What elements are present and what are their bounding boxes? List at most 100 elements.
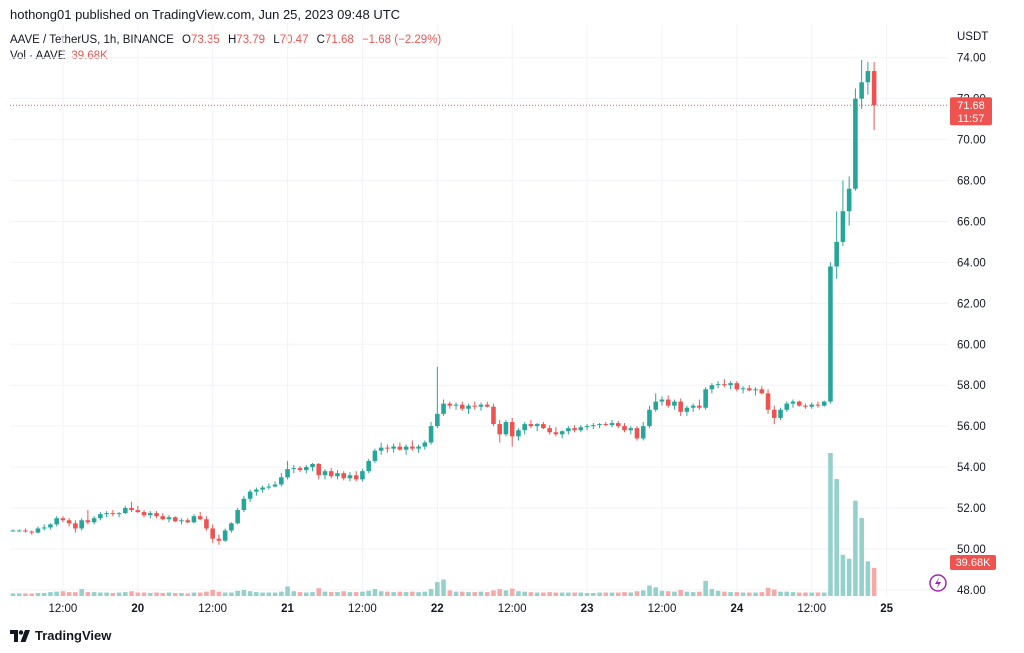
price-tick-label: 58.00 bbox=[957, 380, 986, 392]
volume-bar bbox=[16, 593, 22, 596]
volume-bar bbox=[123, 592, 128, 596]
volume-bar bbox=[254, 592, 259, 596]
volume-bar bbox=[335, 592, 340, 596]
volume-bar bbox=[191, 592, 197, 596]
low-value: 70.47 bbox=[279, 34, 309, 46]
volume-bar bbox=[690, 592, 696, 596]
volume-bars bbox=[10, 453, 877, 596]
volume-bar bbox=[591, 592, 596, 596]
price-tick-label: 54.00 bbox=[957, 462, 986, 474]
symbol-label[interactable]: AAVE / TetherUS, 1h, BINANCE bbox=[10, 34, 174, 46]
volume-bar bbox=[553, 592, 559, 596]
candle-body bbox=[266, 486, 272, 488]
volume-tag bbox=[950, 555, 996, 570]
volume-bar bbox=[834, 479, 839, 596]
candle-body bbox=[360, 471, 365, 480]
volume-bar bbox=[341, 591, 347, 596]
volume-bar bbox=[310, 592, 315, 596]
candle-body bbox=[60, 518, 66, 521]
volume-bar bbox=[659, 590, 665, 596]
candle-body bbox=[865, 71, 871, 83]
time-tick-label: 12:00 bbox=[648, 603, 677, 615]
candle-body bbox=[222, 530, 228, 541]
high-key: H bbox=[227, 34, 237, 46]
volume-bar bbox=[803, 592, 808, 596]
price-tick-label: 62.00 bbox=[957, 298, 986, 310]
price-tick-label: 68.00 bbox=[957, 176, 986, 188]
volume-bar bbox=[378, 591, 384, 596]
candle-body bbox=[584, 426, 590, 428]
volume-bar bbox=[459, 591, 465, 596]
volume-bar bbox=[372, 589, 378, 596]
candle-body bbox=[54, 518, 59, 525]
volume-bar bbox=[484, 592, 490, 596]
candle-body bbox=[135, 510, 141, 513]
volume-bar bbox=[285, 586, 290, 596]
volume-bar bbox=[784, 591, 790, 596]
volume-bar bbox=[247, 591, 253, 596]
candle-body bbox=[609, 423, 615, 426]
lightning-bolt-glyph bbox=[935, 577, 941, 589]
price-tick-label: 56.00 bbox=[957, 421, 986, 433]
volume-bar bbox=[229, 592, 234, 596]
candle-body bbox=[10, 530, 16, 532]
volume-bar bbox=[260, 592, 265, 596]
volume-bar bbox=[703, 580, 708, 596]
volume-bar bbox=[516, 591, 521, 596]
candle-body bbox=[603, 424, 609, 426]
volume-bar bbox=[497, 589, 503, 596]
close-value: 71.68 bbox=[324, 34, 354, 46]
volume-bar bbox=[647, 585, 652, 596]
tradingview-logo[interactable]: TradingView bbox=[10, 628, 111, 643]
candle-body bbox=[422, 442, 428, 447]
volume-bar bbox=[41, 592, 47, 596]
candle-body bbox=[397, 446, 403, 450]
candle-body bbox=[328, 471, 334, 477]
volume-bar bbox=[478, 591, 484, 596]
candle-body bbox=[472, 405, 478, 407]
volume-label[interactable]: Vol · AAVE bbox=[10, 50, 66, 62]
volume-bar bbox=[715, 590, 721, 596]
high-value: 73.79 bbox=[236, 34, 266, 46]
candle-body bbox=[160, 516, 166, 520]
last-price-tag-value: 71.68 bbox=[957, 100, 985, 112]
candle-body bbox=[853, 98, 858, 189]
candle-body bbox=[503, 422, 509, 435]
time-axis: 12:00 20 12:00 21 12:00 22 12:00 23 12:00 24 12:00… bbox=[49, 603, 894, 615]
volume-bar bbox=[54, 591, 59, 596]
volume-bar bbox=[865, 561, 871, 596]
candle-body bbox=[722, 384, 727, 386]
volume-bar bbox=[684, 591, 690, 596]
candle-body bbox=[129, 507, 134, 511]
candle-body bbox=[597, 424, 602, 426]
price-tick-label: 64.00 bbox=[957, 257, 986, 269]
volume-bar bbox=[360, 591, 365, 596]
candle-body bbox=[147, 513, 153, 516]
candle-body bbox=[23, 530, 28, 532]
candle-body bbox=[821, 401, 827, 406]
volume-bar bbox=[640, 590, 646, 596]
candle-body bbox=[197, 516, 203, 520]
volume-bar bbox=[615, 592, 621, 596]
volume-bar bbox=[135, 592, 141, 596]
candle-body bbox=[16, 530, 22, 532]
candle-body bbox=[447, 403, 453, 406]
candle-body bbox=[491, 406, 496, 425]
candle-body bbox=[859, 82, 864, 99]
volume-bar bbox=[859, 518, 864, 596]
candle-body bbox=[771, 409, 777, 418]
volume-bar bbox=[297, 592, 303, 596]
volume-bar bbox=[347, 592, 353, 596]
volume-bar bbox=[665, 591, 671, 596]
volume-bar bbox=[734, 592, 740, 596]
volume-bar bbox=[279, 591, 284, 596]
volume-bar bbox=[116, 592, 122, 596]
volume-bar bbox=[366, 590, 371, 596]
candle-body bbox=[559, 431, 565, 435]
time-tick-label: 20 bbox=[131, 603, 144, 615]
volume-bar bbox=[29, 593, 35, 596]
candle-body bbox=[697, 405, 702, 408]
candle-body bbox=[410, 446, 415, 449]
volume-bar bbox=[416, 592, 421, 596]
